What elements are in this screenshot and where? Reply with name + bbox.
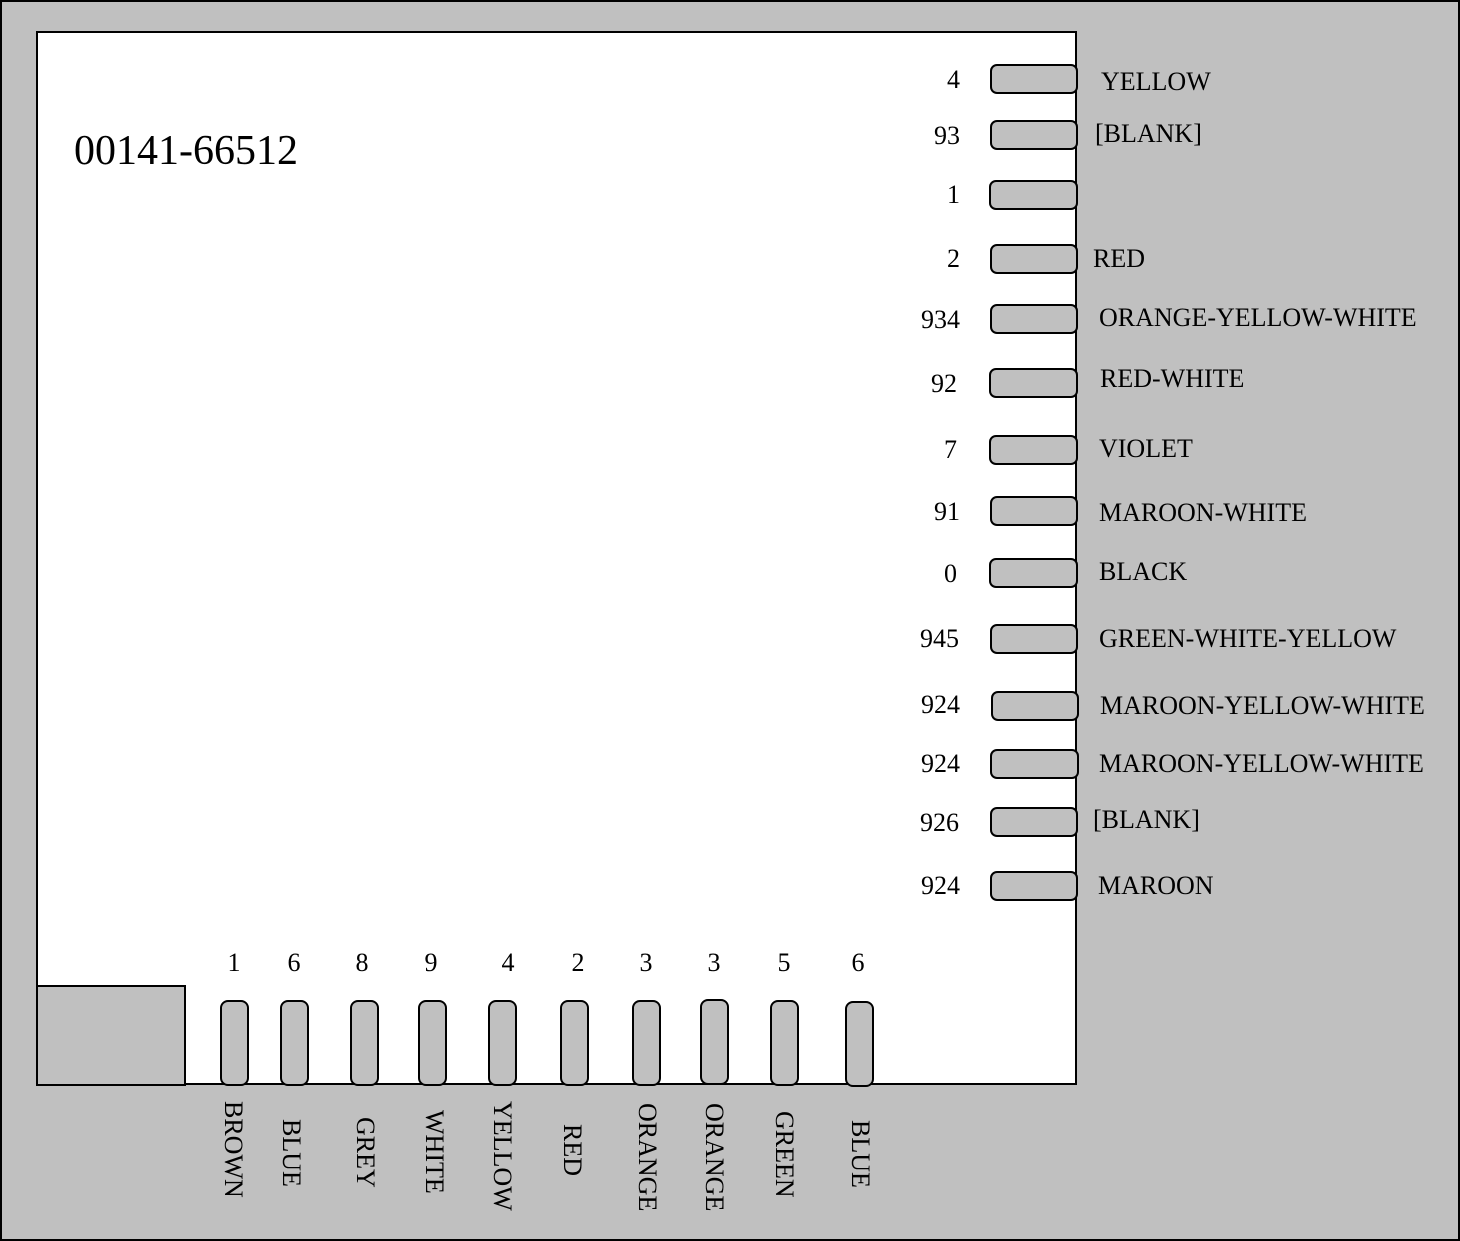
right-terminal-number: 924 xyxy=(921,749,960,778)
bottom-terminal-color: GREY xyxy=(351,1117,380,1188)
right-terminal-number: 93 xyxy=(934,121,960,150)
right-terminal-pin xyxy=(989,180,1078,210)
bottom-terminal-pin xyxy=(488,1000,517,1086)
right-terminal-number: 934 xyxy=(921,305,960,334)
right-terminal-color: BLACK xyxy=(1099,557,1188,586)
right-terminal-number: 4 xyxy=(947,65,960,94)
right-terminal-number: 91 xyxy=(934,497,960,526)
bottom-terminal-color: YELLOW xyxy=(488,1101,517,1211)
bottom-terminal-number: 3 xyxy=(707,948,721,977)
right-terminal-pin xyxy=(990,496,1078,526)
right-terminal-color: [BLANK] xyxy=(1093,805,1200,834)
right-terminal-pin xyxy=(990,120,1078,150)
right-terminal-color: MAROON-WHITE xyxy=(1099,498,1307,527)
right-terminal-number: 0 xyxy=(944,559,957,588)
bottom-terminal-pin xyxy=(560,1000,589,1086)
bottom-terminal-pin xyxy=(350,1000,379,1086)
right-terminal-pin xyxy=(989,368,1078,398)
right-terminal-color: GREEN-WHITE-YELLOW xyxy=(1099,624,1397,653)
right-terminal-number: 7 xyxy=(944,435,957,464)
bottom-terminal-pin xyxy=(632,1000,661,1086)
right-terminal-color: MAROON-YELLOW-WHITE xyxy=(1099,749,1424,778)
bottom-terminal-number: 6 xyxy=(851,948,865,977)
right-terminal-pin xyxy=(990,871,1078,901)
bottom-terminal-pin xyxy=(770,1000,799,1086)
bottom-terminal-color: WHITE xyxy=(420,1110,449,1194)
bottom-terminal-color: RED xyxy=(558,1124,587,1176)
right-terminal-number: 2 xyxy=(947,244,960,273)
right-terminal-color: ORANGE-YELLOW-WHITE xyxy=(1099,303,1417,332)
right-terminal-pin xyxy=(990,749,1079,779)
right-terminal-number: 945 xyxy=(920,624,959,653)
right-terminal-pin xyxy=(990,244,1078,274)
right-terminal-color: YELLOW xyxy=(1101,67,1211,96)
bottom-terminal-color: ORANGE xyxy=(700,1103,729,1212)
bottom-terminal-number: 3 xyxy=(639,948,653,977)
bottom-terminal-pin xyxy=(700,999,729,1085)
right-terminal-color: [BLANK] xyxy=(1095,119,1202,148)
right-terminal-pin xyxy=(990,64,1078,94)
bottom-terminal-color: BLUE xyxy=(277,1119,306,1187)
corner-block xyxy=(36,985,186,1086)
bottom-terminal-pin xyxy=(845,1001,874,1087)
bottom-terminal-number: 2 xyxy=(571,948,585,977)
right-terminal-color: RED xyxy=(1093,244,1145,273)
right-terminal-pin xyxy=(991,691,1079,721)
part-number: 00141-66512 xyxy=(74,128,298,174)
bottom-terminal-pin xyxy=(220,1000,249,1086)
right-terminal-pin xyxy=(989,435,1078,465)
right-terminal-color: MAROON xyxy=(1098,871,1214,900)
right-terminal-pin xyxy=(990,807,1078,837)
right-terminal-number: 924 xyxy=(921,871,960,900)
right-terminal-pin xyxy=(990,304,1078,334)
right-terminal-pin xyxy=(990,624,1078,654)
right-terminal-number: 92 xyxy=(931,369,957,398)
right-terminal-pin xyxy=(989,558,1078,588)
bottom-terminal-pin xyxy=(280,1000,309,1086)
right-terminal-number: 924 xyxy=(921,690,960,719)
bottom-terminal-color: GREEN xyxy=(770,1111,799,1198)
bottom-terminal-color: BROWN xyxy=(219,1101,248,1198)
bottom-terminal-number: 6 xyxy=(287,948,301,977)
bottom-terminal-number: 4 xyxy=(501,948,515,977)
right-terminal-color: RED-WHITE xyxy=(1100,364,1245,393)
bottom-terminal-color: BLUE xyxy=(846,1120,875,1188)
bottom-terminal-number: 1 xyxy=(227,948,241,977)
right-terminal-number: 926 xyxy=(920,808,959,837)
circuit-board xyxy=(36,31,1077,1085)
bottom-terminal-number: 9 xyxy=(424,948,438,977)
bottom-terminal-pin xyxy=(418,1000,447,1086)
right-terminal-number: 1 xyxy=(947,180,960,209)
right-terminal-color: MAROON-YELLOW-WHITE xyxy=(1100,691,1425,720)
bottom-terminal-number: 8 xyxy=(355,948,369,977)
bottom-terminal-number: 5 xyxy=(777,948,791,977)
right-terminal-color: VIOLET xyxy=(1099,434,1193,463)
bottom-terminal-color: ORANGE xyxy=(633,1103,662,1212)
